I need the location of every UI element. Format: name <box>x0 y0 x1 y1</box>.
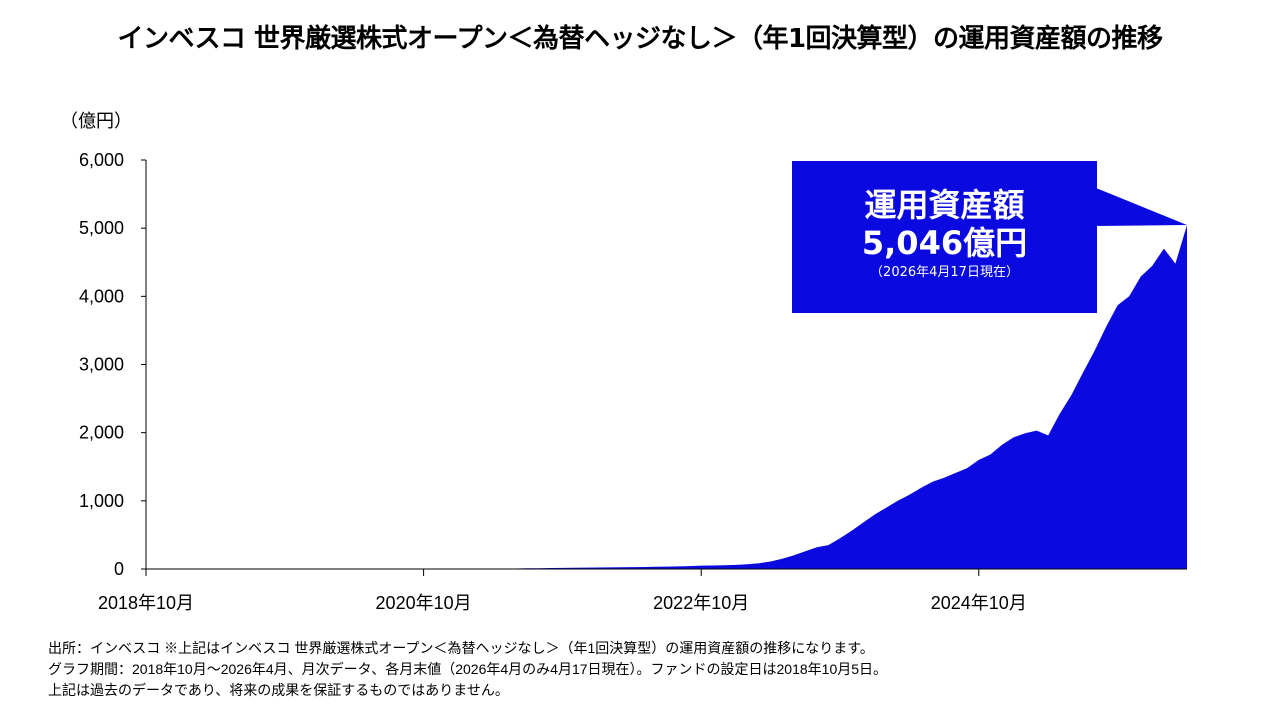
y-tick-label: 1,000 <box>79 491 124 511</box>
x-tick-label: 2020年10月 <box>376 593 472 613</box>
callout-label: 運用資産額 <box>864 186 1025 224</box>
aum-area <box>146 225 1187 569</box>
y-tick-label: 4,000 <box>79 286 124 306</box>
aum-callout: 運用資産額 5,046億円 （2026年4月17日現在） <box>792 161 1097 313</box>
footnote-disclaimer: 上記は過去のデータであり、将来の成果を保証するものではありません。 <box>48 682 509 698</box>
chart-title: インベスコ 世界厳選株式オープン＜為替ヘッジなし＞（年1回決算型）の運用資産額の… <box>117 24 1163 54</box>
y-tick-label: 2,000 <box>79 423 124 443</box>
x-tick-label: 2018年10月 <box>98 593 194 613</box>
callout-box <box>792 161 1097 313</box>
footnotes: 出所：インベスコ ※上記はインベスコ 世界厳選株式オープン＜為替ヘッジなし＞（年… <box>48 638 887 701</box>
x-tick-label: 2024年10月 <box>931 593 1027 613</box>
y-tick-label: 3,000 <box>79 355 124 375</box>
footnote-source: 出所：インベスコ ※上記はインベスコ 世界厳選株式オープン＜為替ヘッジなし＞（年… <box>48 640 874 656</box>
y-tick-label: 0 <box>114 559 124 579</box>
footnote-period: グラフ期間：2018年10月～2026年4月、月次データ、各月末値（2026年4… <box>48 661 888 677</box>
y-axis-unit-label: （億円） <box>60 111 132 131</box>
y-tick-label: 5,000 <box>79 218 124 238</box>
callout-pointer <box>1096 188 1187 226</box>
callout-date: （2026年4月17日現在） <box>870 265 1019 280</box>
callout-value: 5,046億円 <box>861 224 1028 262</box>
y-tick-label: 6,000 <box>79 150 124 170</box>
x-tick-label: 2022年10月 <box>653 593 749 613</box>
